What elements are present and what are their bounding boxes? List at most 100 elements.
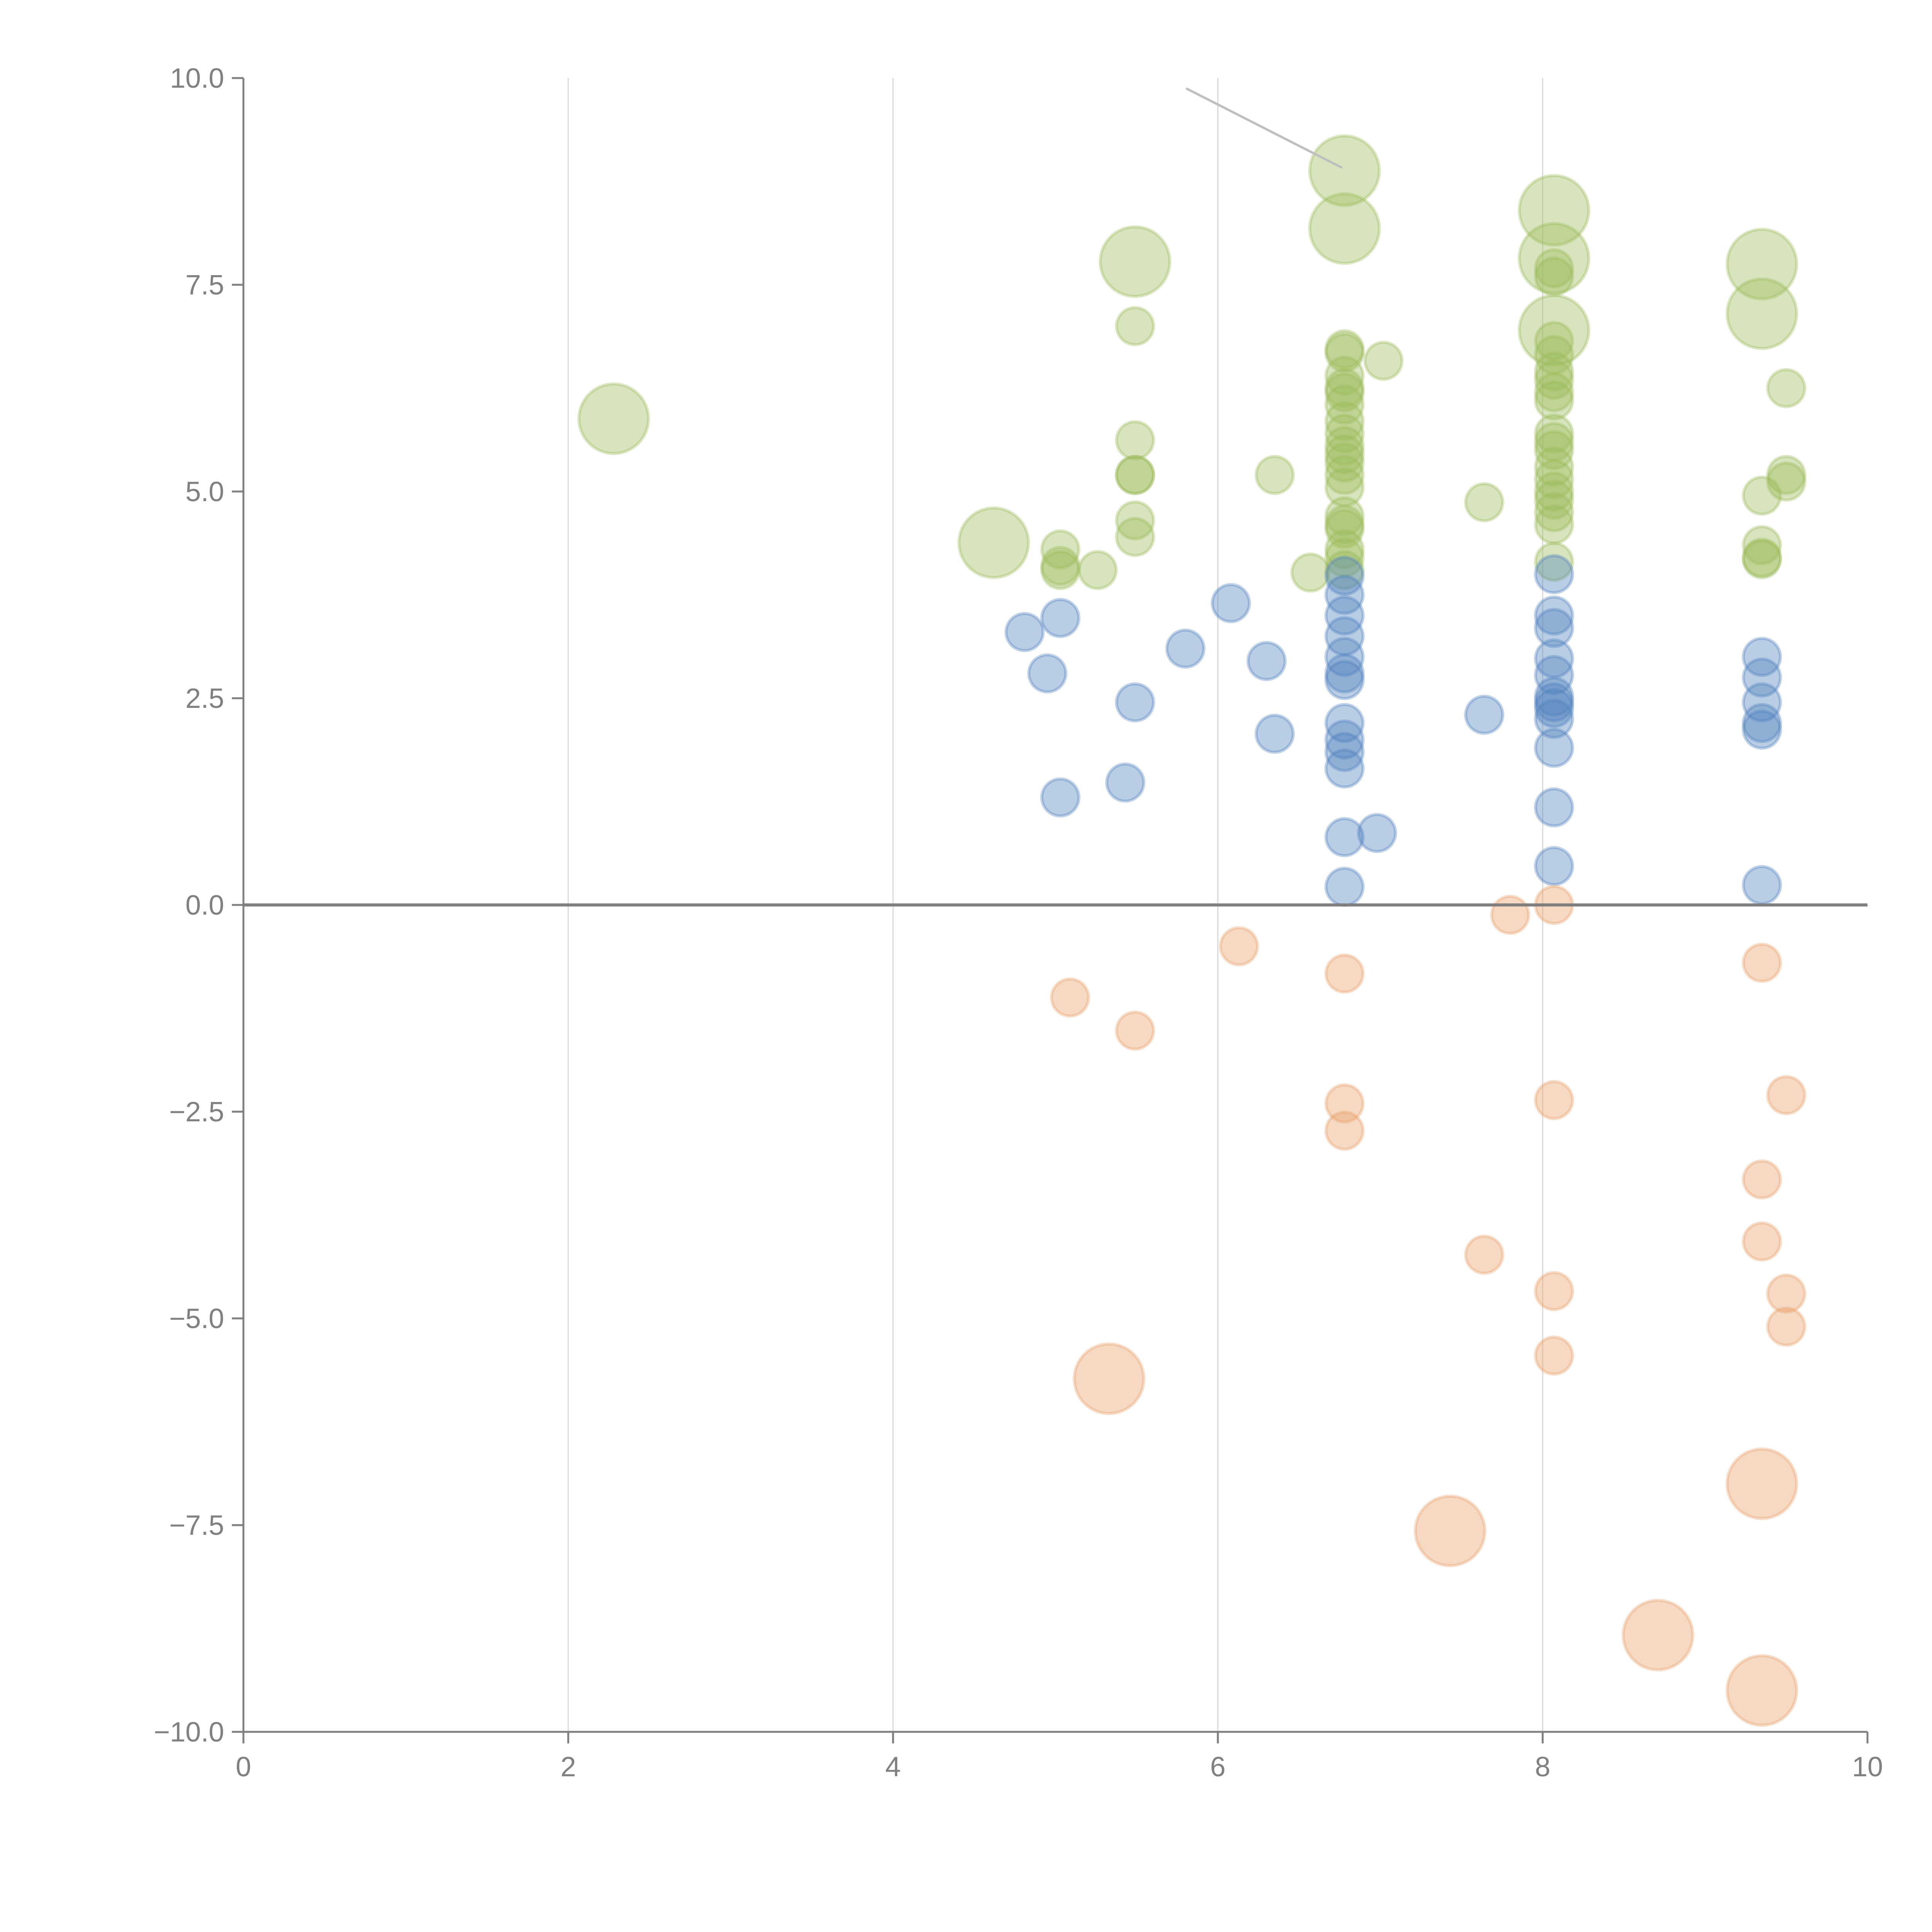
- bubble-green: [1534, 360, 1574, 400]
- bubble-green: [1534, 446, 1574, 487]
- bubble-blue: [1534, 688, 1574, 728]
- bubble-blue: [1534, 676, 1574, 717]
- x-tick-label: 2: [561, 1752, 576, 1782]
- bubble-green: [1040, 546, 1081, 586]
- bubble-green: [1742, 537, 1782, 578]
- x-tick-label: 8: [1535, 1752, 1550, 1782]
- bubble-green: [1534, 380, 1574, 421]
- bubble-blue: [1115, 682, 1155, 723]
- bubble-green: [1324, 384, 1365, 425]
- bubble-blue: [1324, 719, 1365, 760]
- bubble-blue: [1324, 653, 1365, 694]
- bubble-blue: [1165, 628, 1206, 669]
- bubble-orange: [1766, 1306, 1806, 1347]
- bubble-blue: [1357, 813, 1397, 853]
- bubble-green: [1534, 459, 1574, 499]
- bubble-blue: [1027, 653, 1068, 694]
- bubble-blue: [1324, 817, 1365, 857]
- leader-line: [1185, 87, 1343, 169]
- bubble-blue: [1324, 595, 1365, 636]
- bubble-green: [577, 382, 650, 455]
- bubble-blue: [1742, 709, 1782, 750]
- y-tick-label: −10.0: [154, 1717, 224, 1748]
- bubble-orange: [1725, 1447, 1798, 1520]
- bubble-blue: [1534, 846, 1574, 886]
- bubble-blue: [1324, 575, 1365, 615]
- bubble-green: [1766, 461, 1806, 502]
- bubble-green: [1324, 504, 1365, 545]
- bubble-blue: [1040, 598, 1081, 638]
- bubble-green: [1324, 496, 1365, 537]
- bubble-orange: [1766, 1273, 1806, 1314]
- bubble-green: [1115, 500, 1155, 541]
- bubble-orange: [1073, 1342, 1146, 1415]
- bubble-green: [1324, 372, 1365, 413]
- bubble-green: [1324, 434, 1365, 474]
- bubble-blue: [1534, 728, 1574, 768]
- bubble-green: [1324, 426, 1365, 466]
- bubble-blue: [1742, 682, 1782, 723]
- x-tick-label: 10: [1852, 1752, 1883, 1782]
- bubble-blue: [1534, 655, 1574, 696]
- bubble-green: [1308, 134, 1381, 207]
- axes: 10.0 7.5 5.0 2.5 0.0 −2.5 −5.0 −7.5 −10.0 0 2 4 6 8 10: [154, 63, 1883, 1782]
- bubble-green: [1742, 539, 1782, 580]
- y-tick-label: −7.5: [169, 1510, 224, 1541]
- y-tick-label: 7.5: [185, 270, 224, 301]
- bubble-green: [1534, 335, 1574, 375]
- bubble-blue: [1534, 682, 1574, 723]
- bubble-blue: [1534, 608, 1574, 648]
- bubble-green: [1534, 492, 1574, 532]
- bubble-blue: [1742, 865, 1782, 905]
- bubble-green: [1517, 294, 1590, 367]
- bubble-orange: [1324, 1111, 1365, 1151]
- bubble-green: [1742, 475, 1782, 516]
- bubble-orange: [1742, 942, 1782, 983]
- bubble-blue: [1324, 866, 1365, 907]
- bubble-green: [1534, 372, 1574, 413]
- bubble-orange: [1742, 1221, 1782, 1262]
- bubble-green: [1040, 550, 1081, 590]
- bubble-blue: [1742, 703, 1782, 743]
- bubble-green: [1534, 351, 1574, 392]
- bubble-green: [1115, 420, 1155, 461]
- bubble-green: [1099, 225, 1172, 298]
- bubble-orange: [1413, 1494, 1486, 1567]
- bubble-green: [1464, 482, 1505, 522]
- bubble-orange: [1115, 1010, 1155, 1051]
- bubble-green: [1324, 550, 1365, 590]
- bubble-green: [1324, 413, 1365, 454]
- x-tick-label: 4: [885, 1752, 901, 1782]
- bubble-blue: [1040, 777, 1081, 818]
- bubble-green: [1534, 480, 1574, 520]
- bubble-blue: [1324, 556, 1365, 596]
- bubble-blue: [1254, 714, 1295, 754]
- y-tick-label: −2.5: [169, 1097, 224, 1128]
- bubble-green: [1115, 517, 1155, 557]
- bubble-orange: [1050, 977, 1090, 1018]
- bubble-orange: [1725, 1654, 1798, 1727]
- bubble-green: [1534, 422, 1574, 462]
- bubble-green: [1077, 550, 1118, 590]
- bubble-green: [1324, 442, 1365, 483]
- bubble-green: [1324, 329, 1365, 369]
- bubble-green: [1534, 430, 1574, 470]
- bubble-green: [1115, 455, 1155, 495]
- bubble-green: [1115, 455, 1155, 495]
- bubble-green: [1766, 455, 1806, 495]
- bubble-blue: [1324, 732, 1365, 772]
- y-tick-label: 0.0: [185, 890, 224, 921]
- bubble-green: [1324, 355, 1365, 396]
- bubble-green: [1534, 471, 1574, 512]
- bubble-blue: [1534, 595, 1574, 636]
- bubble-green: [1725, 228, 1798, 301]
- x-tick-label: 0: [236, 1752, 251, 1782]
- bubble-green: [1324, 368, 1365, 408]
- bubble-green: [1534, 321, 1574, 361]
- y-tick-label: −5.0: [169, 1303, 224, 1334]
- bubble-orange: [1534, 1335, 1574, 1376]
- bubble-blue: [1324, 637, 1365, 677]
- bubble-green: [1725, 277, 1798, 350]
- bubble-orange: [1490, 895, 1531, 935]
